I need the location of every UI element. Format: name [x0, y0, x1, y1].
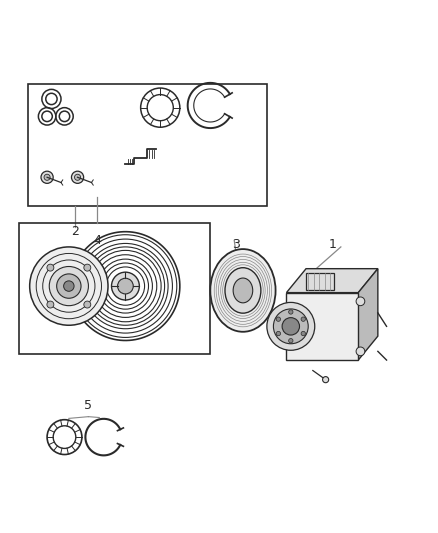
Circle shape	[49, 266, 88, 305]
Circle shape	[84, 301, 91, 308]
Circle shape	[289, 310, 293, 314]
Bar	[19, 223, 210, 353]
Circle shape	[289, 338, 293, 343]
Text: 5: 5	[85, 399, 92, 413]
Circle shape	[57, 274, 81, 298]
Circle shape	[117, 278, 133, 294]
Polygon shape	[286, 269, 378, 293]
Circle shape	[267, 302, 315, 350]
Circle shape	[44, 174, 50, 180]
Circle shape	[112, 272, 139, 300]
Circle shape	[356, 347, 365, 356]
Circle shape	[273, 309, 308, 344]
Circle shape	[322, 377, 328, 383]
Text: 4: 4	[93, 234, 101, 247]
Circle shape	[276, 332, 281, 336]
Ellipse shape	[233, 278, 253, 303]
Polygon shape	[358, 269, 378, 360]
Ellipse shape	[210, 249, 276, 332]
Circle shape	[41, 171, 53, 183]
Circle shape	[356, 297, 365, 305]
Circle shape	[47, 301, 54, 308]
Text: 3: 3	[233, 238, 240, 251]
Circle shape	[282, 318, 300, 335]
Circle shape	[276, 317, 281, 321]
Circle shape	[71, 171, 84, 183]
Text: 1: 1	[328, 238, 336, 251]
Circle shape	[84, 264, 91, 271]
Circle shape	[30, 247, 108, 325]
Bar	[28, 84, 267, 206]
Ellipse shape	[225, 268, 261, 313]
Text: 2: 2	[71, 225, 79, 238]
Bar	[306, 273, 334, 290]
Circle shape	[47, 264, 54, 271]
Polygon shape	[286, 293, 358, 360]
Circle shape	[301, 317, 305, 321]
Circle shape	[301, 332, 305, 336]
Circle shape	[74, 174, 81, 180]
Circle shape	[64, 281, 74, 292]
